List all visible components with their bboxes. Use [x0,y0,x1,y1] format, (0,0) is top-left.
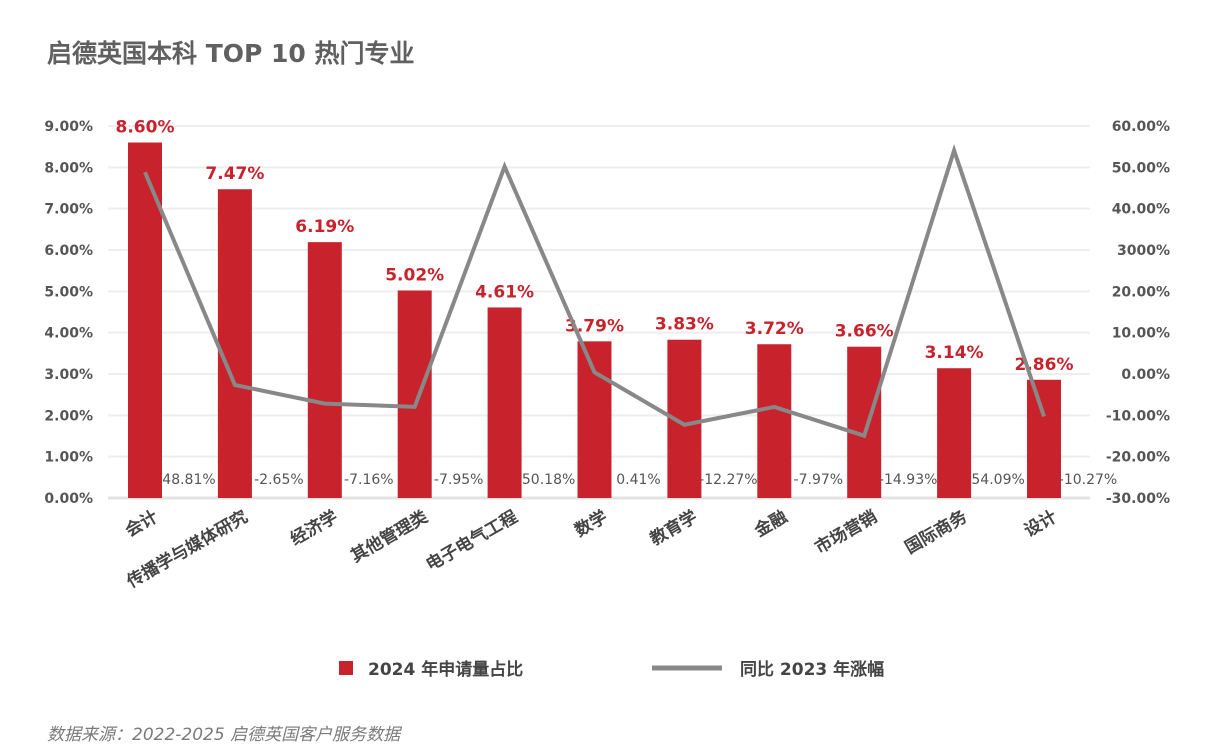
left-axis-tick: 9.00% [44,119,93,135]
bar [577,341,612,498]
legend-bar-label: 2024 年申请量占比 [368,659,523,680]
left-axis-tick: 8.00% [44,160,93,176]
right-axis-tick: 50.00% [1112,160,1170,176]
right-axis-tick: 20.00% [1112,284,1170,300]
category-label: 电子电气工程 [422,506,521,575]
line-data-label: 50.18% [522,472,575,488]
bar [397,290,432,498]
category-label: 数学 [571,506,611,541]
bar [1027,379,1061,498]
right-axis-tick: 10.00% [1112,326,1170,342]
bar-data-label: 6.19% [295,217,354,237]
right-axis-tick: 0.00% [1121,367,1170,383]
bar-data-label: 3.14% [925,343,984,363]
line-data-label: -12.27% [699,472,757,488]
bar [847,346,882,498]
right-axis-tick: -10.00% [1106,408,1170,424]
right-axis-tick: 60.00% [1112,119,1170,135]
line-data-label: 0.41% [616,472,660,488]
line-data-label: -14.93% [879,472,937,488]
line-data-label: -2.65% [254,472,304,488]
bar-data-label: 5.02% [385,266,444,286]
bar-data-label: 3.72% [745,319,804,339]
category-label: 市场营销 [811,506,880,558]
bar-data-label: 3.79% [565,316,624,336]
left-axis-tick: 5.00% [44,284,93,300]
bar [217,189,252,499]
line-data-label: -10.27% [1059,472,1117,488]
category-label: 金融 [750,506,791,542]
right-axis-tick: -30.00% [1106,491,1170,507]
right-axis-tick: -20.00% [1106,450,1170,466]
left-axis-tick: 6.00% [44,243,93,259]
left-axis-tick: 1.00% [44,450,93,466]
chart-title: 启德英国本科 TOP 10 热门专业 [47,39,415,68]
left-axis-tick: 7.00% [44,202,93,218]
data-source-note: 数据来源：2022-2025 启德英国客户服务数据 [47,725,401,745]
left-axis-tick: 4.00% [44,326,93,342]
legend-bar-swatch [339,661,353,675]
category-label: 国际商务 [901,506,971,559]
category-label: 设计 [1021,506,1061,541]
left-axis-tick: 2.00% [44,408,93,424]
bar-data-label: 8.60% [116,118,175,138]
bar [937,368,972,498]
legend-line-label: 同比 2023 年涨幅 [740,659,884,680]
bar-data-label: 7.47% [205,164,264,184]
bar [307,242,342,498]
right-axis-tick: 40.00% [1112,202,1170,218]
bar [757,344,792,498]
category-label: 其他管理类 [347,506,432,567]
category-label: 经济学 [287,506,342,550]
bar-data-label: 3.66% [835,322,894,342]
bar [487,307,522,498]
right-axis-tick: 3000% [1117,243,1170,259]
line-data-label: -7.95% [434,472,484,488]
line-data-label: -7.16% [344,472,394,488]
line-data-label: 48.81% [162,472,215,488]
left-axis-tick: 3.00% [44,367,93,383]
line-data-label: -7.97% [794,472,844,488]
bar-data-label: 3.83% [655,315,714,335]
left-axis-tick: 0.00% [44,491,93,507]
category-label: 会计 [122,506,162,541]
line-data-label: 54.09% [971,472,1024,488]
bar-data-label: 4.61% [475,282,534,302]
category-label: 教育学 [645,506,701,550]
